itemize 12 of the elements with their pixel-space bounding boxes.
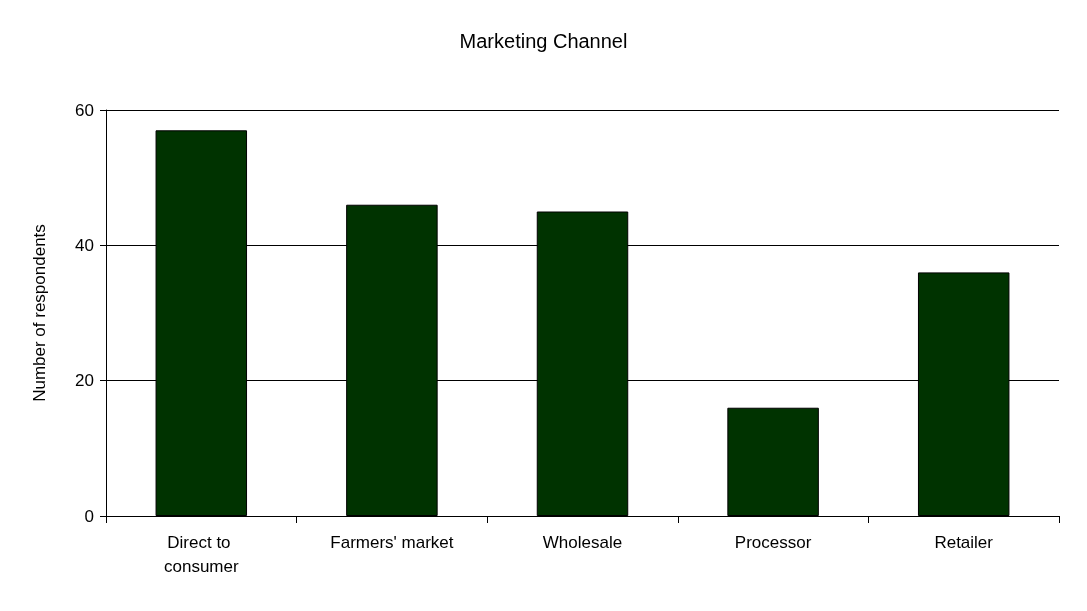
y-tick-label: 60: [75, 100, 94, 120]
x-tick-label: Farmers' market: [330, 532, 454, 552]
y-tick-label: 20: [75, 371, 94, 391]
x-tick-label: Direct to consumer: [163, 532, 239, 576]
y-tick-label: 0: [84, 506, 94, 526]
x-tick-label: Retailer: [934, 532, 994, 552]
y-tick-label: 40: [75, 235, 94, 255]
bar: [727, 407, 819, 516]
y-axis-title: Number of respondents: [30, 224, 49, 402]
x-tick-label: Wholesale: [542, 532, 623, 552]
x-tick-label: Processor: [734, 532, 812, 552]
chart-title: Marketing Channel: [459, 30, 628, 52]
